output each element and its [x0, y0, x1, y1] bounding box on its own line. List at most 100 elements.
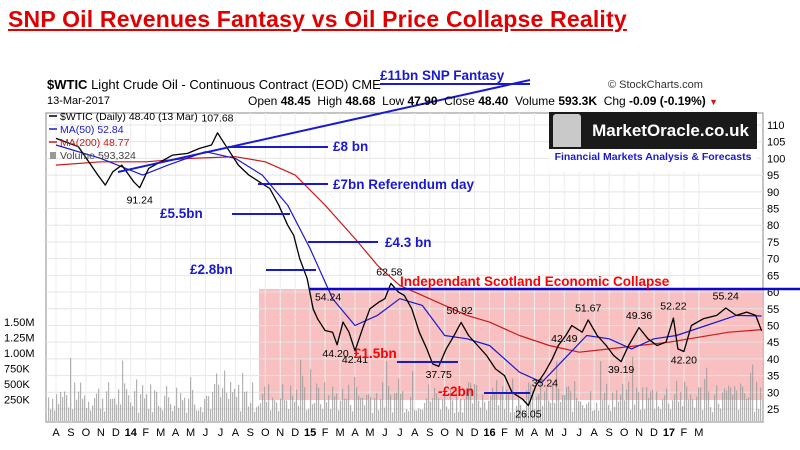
- grid-lines: [46, 113, 763, 422]
- legend-volume-label: Volume 593,324: [60, 150, 136, 162]
- volume-bar: [550, 403, 552, 421]
- y-tick-label: 50: [767, 320, 779, 332]
- volume-bar: [510, 412, 512, 421]
- volume-bar: [246, 391, 248, 421]
- volume-bar: [218, 384, 220, 421]
- y-tick-label: 35: [767, 371, 779, 383]
- volume-bar: [252, 382, 254, 421]
- volume-bar: [616, 390, 618, 421]
- x-tick-label: N: [276, 427, 284, 439]
- volume-bar: [566, 387, 568, 421]
- volume-bar: [394, 393, 396, 421]
- volume-bar: [310, 369, 312, 421]
- x-tick-label: 14: [125, 427, 138, 439]
- volume-bar: [676, 380, 678, 421]
- volume-bar: [264, 386, 266, 421]
- volume-bar: [304, 387, 306, 421]
- volume-bar: [80, 382, 82, 421]
- volume-bar: [608, 405, 610, 421]
- legend-volume-swatch: [50, 152, 56, 159]
- volume-bar: [418, 408, 420, 421]
- volume-bar: [314, 402, 316, 421]
- volume-bar: [632, 356, 634, 421]
- volume-bar: [226, 392, 228, 421]
- volume-bar: [370, 397, 372, 421]
- volume-bar: [572, 411, 574, 421]
- volume-bar: [524, 412, 526, 421]
- annotation-1-5bn: £1.5bn: [354, 346, 397, 361]
- volume-bar: [328, 395, 330, 421]
- volume-bar: [184, 397, 186, 421]
- chart-header-line1: $WTIC Light Crude Oil - Continuous Contr…: [47, 77, 381, 92]
- volume-bar: [436, 393, 438, 421]
- volume-bar: [318, 387, 320, 421]
- volume-bar: [306, 410, 308, 421]
- volume-bar: [604, 392, 606, 421]
- volume-bar: [546, 387, 548, 421]
- x-tick-label: S: [247, 427, 254, 439]
- volume-bar: [208, 396, 210, 421]
- volume-bar: [758, 409, 760, 421]
- volume-bar: [332, 386, 334, 421]
- x-tick-label: O: [440, 427, 449, 439]
- annotation-8bn: £8 bn: [333, 139, 368, 154]
- price-label: 62.58: [376, 266, 402, 278]
- volume-bar: [760, 387, 762, 421]
- volume-bar: [688, 399, 690, 421]
- y-tick-label: 100: [767, 153, 785, 165]
- volume-bar: [578, 400, 580, 421]
- x-tick-label: A: [531, 427, 539, 439]
- volume-bar: [174, 405, 176, 421]
- volume-bar: [476, 385, 478, 421]
- x-tick-label: J: [218, 427, 224, 439]
- x-tick-label: A: [172, 427, 180, 439]
- volume-bar: [646, 387, 648, 421]
- close-label: Close: [444, 94, 475, 108]
- annotation-11bn: £11bn SNP Fantasy: [380, 68, 505, 83]
- volume-bar: [104, 411, 106, 421]
- legend-price-label: $WTIC (Daily) 48.40 (13 Mar): [60, 111, 198, 123]
- volume-bar: [526, 390, 528, 421]
- volume-bar: [702, 409, 704, 421]
- volume-bar: [516, 405, 518, 421]
- x-tick-label: S: [426, 427, 433, 439]
- volume-bar: [508, 392, 510, 421]
- x-tick-label: A: [52, 427, 60, 439]
- volume-bar: [598, 410, 600, 421]
- volume-bar: [254, 411, 256, 421]
- volume-bar: [732, 394, 734, 421]
- volume-bar: [266, 401, 268, 421]
- x-tick-label: O: [82, 427, 91, 439]
- volume-bar: [82, 398, 84, 421]
- volume-bar: [438, 398, 440, 421]
- volume-bar: [190, 377, 192, 421]
- volume-bar: [312, 404, 314, 421]
- volume-bar: [612, 392, 614, 421]
- volume-bar: [468, 382, 470, 421]
- volume-bar: [120, 404, 122, 421]
- volume-bar: [180, 393, 182, 421]
- logo-banner: MarketOracle.co.uk: [549, 112, 757, 149]
- volume-bar: [652, 389, 654, 421]
- volume-bar: [452, 400, 454, 421]
- volume-bar: [422, 409, 424, 421]
- volume-bar: [574, 381, 576, 421]
- x-tick-label: M: [156, 427, 165, 439]
- down-arrow-icon: ▼: [709, 97, 719, 107]
- series-line-wtic: [55, 132, 763, 407]
- volume-bar: [346, 398, 348, 421]
- volume-bar: [680, 391, 682, 421]
- volume-bar: [520, 404, 522, 421]
- volume-bar: [146, 394, 148, 421]
- volume-bar: [90, 410, 92, 421]
- volume-bar: [64, 391, 66, 421]
- volume-bar: [530, 384, 532, 421]
- volume-bar: [714, 394, 716, 421]
- volume-bar: [198, 410, 200, 421]
- volume-bar: [666, 388, 668, 421]
- volume-bar: [366, 394, 368, 421]
- x-tick-label: D: [471, 427, 479, 439]
- volume-bar: [480, 407, 482, 421]
- volume-bar: [382, 382, 384, 421]
- volume-bar: [644, 409, 646, 421]
